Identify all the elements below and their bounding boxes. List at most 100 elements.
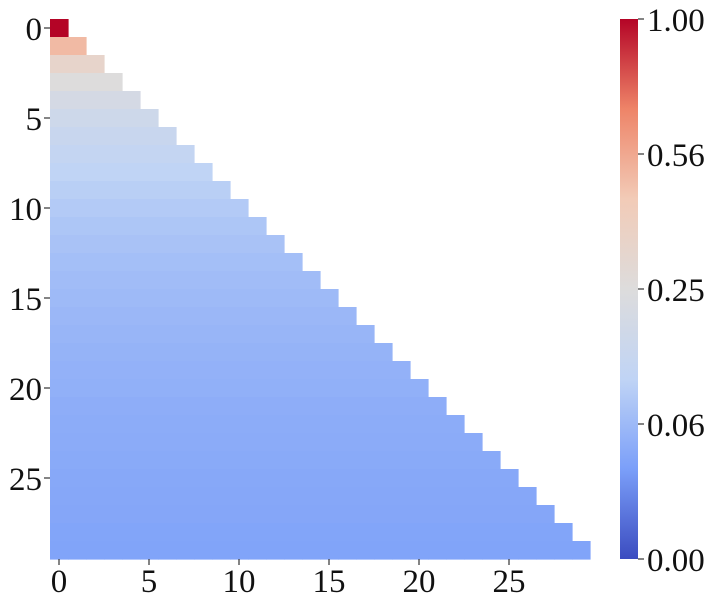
heatmap-cell xyxy=(518,505,537,524)
heatmap-cell xyxy=(140,217,159,236)
heatmap-cell xyxy=(176,415,195,434)
heatmap-cell xyxy=(212,253,231,272)
heatmap-cell xyxy=(464,469,483,488)
heatmap-cell xyxy=(356,487,375,506)
heatmap-cell xyxy=(446,451,465,470)
heatmap-cell xyxy=(320,487,339,506)
heatmap-cell xyxy=(194,217,213,236)
heatmap-cell xyxy=(176,433,195,452)
heatmap-cell xyxy=(86,505,105,524)
heatmap-cell xyxy=(410,415,429,434)
y-tick-label: 15 xyxy=(9,282,42,318)
heatmap-cell xyxy=(428,505,447,524)
heatmap-cell xyxy=(212,397,231,416)
heatmap-cell xyxy=(176,217,195,236)
heatmap-cell xyxy=(320,361,339,380)
heatmap-cell xyxy=(50,415,69,434)
heatmap-cell xyxy=(50,379,69,398)
x-tick-label: 0 xyxy=(51,564,68,600)
heatmap-cell xyxy=(122,469,141,488)
heatmap-cell xyxy=(104,325,123,344)
heatmap-cell xyxy=(104,343,123,362)
heatmap-cell xyxy=(104,397,123,416)
heatmap-cell xyxy=(266,487,285,506)
heatmap-cell xyxy=(500,523,519,542)
heatmap-cell xyxy=(374,451,393,470)
heatmap-cell xyxy=(176,487,195,506)
heatmap-cell xyxy=(248,379,267,398)
heatmap-cell xyxy=(158,253,177,272)
heatmap-cell xyxy=(302,325,321,344)
heatmap-cell xyxy=(356,343,375,362)
colorbar-tick-label: 0.00 xyxy=(647,543,705,579)
heatmap-cell xyxy=(302,487,321,506)
heatmap-cell xyxy=(464,451,483,470)
heatmap-cell xyxy=(374,541,393,560)
heatmap-cell xyxy=(104,469,123,488)
heatmap-cell xyxy=(464,505,483,524)
heatmap-cell xyxy=(266,397,285,416)
heatmap-cell xyxy=(392,451,411,470)
heatmap-cell xyxy=(158,163,177,182)
heatmap-cell xyxy=(212,523,231,542)
colorbar-tick-label: 0.56 xyxy=(647,138,705,174)
heatmap-cell xyxy=(122,433,141,452)
heatmap-cell xyxy=(194,253,213,272)
heatmap-cell xyxy=(212,235,231,254)
heatmap-cell xyxy=(140,109,159,128)
heatmap-cell xyxy=(140,415,159,434)
heatmap-cell xyxy=(392,379,411,398)
heatmap-cell xyxy=(536,505,555,524)
heatmap-cell xyxy=(104,379,123,398)
heatmap-cell xyxy=(68,325,87,344)
heatmap-cell xyxy=(50,397,69,416)
heatmap-cell xyxy=(302,541,321,560)
heatmap-cell xyxy=(122,361,141,380)
heatmap-cell xyxy=(86,163,105,182)
heatmap-cell xyxy=(392,361,411,380)
heatmap-cell xyxy=(176,451,195,470)
heatmap-cell xyxy=(338,379,357,398)
heatmap-cell xyxy=(176,253,195,272)
heatmap-cell xyxy=(140,541,159,560)
heatmap-cell xyxy=(68,415,87,434)
heatmap-cell xyxy=(248,325,267,344)
heatmap-cells xyxy=(50,19,591,560)
heatmap-cell xyxy=(212,325,231,344)
heatmap-cell xyxy=(122,289,141,308)
heatmap-cell xyxy=(68,397,87,416)
heatmap-cell xyxy=(122,487,141,506)
heatmap-cell xyxy=(248,505,267,524)
heatmap-cell xyxy=(464,541,483,560)
heatmap-cell xyxy=(482,505,501,524)
heatmap-cell xyxy=(68,343,87,362)
heatmap-cell xyxy=(230,199,249,218)
heatmap-cell xyxy=(68,487,87,506)
heatmap-cell xyxy=(140,145,159,164)
heatmap-cell xyxy=(284,325,303,344)
x-tick-label: 20 xyxy=(403,564,436,600)
heatmap-cell xyxy=(410,433,429,452)
heatmap-cell xyxy=(338,361,357,380)
heatmap-cell xyxy=(302,451,321,470)
heatmap-cell xyxy=(122,91,141,110)
heatmap-cell xyxy=(86,109,105,128)
heatmap-cell xyxy=(86,127,105,146)
heatmap-cell xyxy=(248,235,267,254)
heatmap-cell xyxy=(194,181,213,200)
heatmap-cell xyxy=(356,433,375,452)
heatmap-cell xyxy=(374,469,393,488)
heatmap-cell xyxy=(338,541,357,560)
heatmap-cell xyxy=(356,451,375,470)
heatmap-cell xyxy=(158,289,177,308)
heatmap-cell xyxy=(104,433,123,452)
heatmap-cell xyxy=(86,415,105,434)
heatmap-cell xyxy=(230,505,249,524)
heatmap-cell xyxy=(428,541,447,560)
heatmap-cell xyxy=(140,199,159,218)
heatmap-cell xyxy=(50,37,69,56)
heatmap-cell xyxy=(338,307,357,326)
heatmap-cell xyxy=(266,307,285,326)
heatmap-cell xyxy=(68,235,87,254)
heatmap-cell xyxy=(176,271,195,290)
